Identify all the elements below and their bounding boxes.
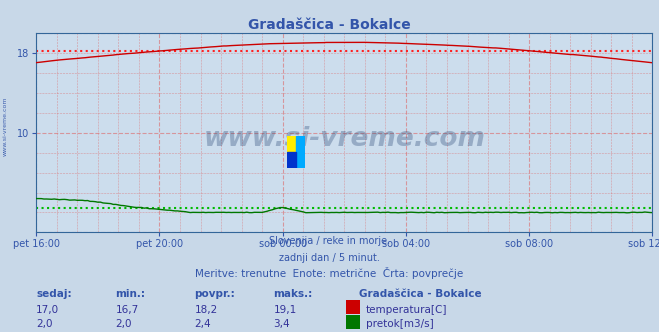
Text: 3,4: 3,4 (273, 319, 290, 329)
Text: zadnji dan / 5 minut.: zadnji dan / 5 minut. (279, 253, 380, 263)
Text: temperatura[C]: temperatura[C] (366, 305, 447, 315)
Text: www.si-vreme.com: www.si-vreme.com (3, 96, 8, 156)
Text: 16,7: 16,7 (115, 305, 138, 315)
Bar (287, 136, 296, 168)
Text: pretok[m3/s]: pretok[m3/s] (366, 319, 434, 329)
Text: 2,0: 2,0 (115, 319, 132, 329)
Text: 17,0: 17,0 (36, 305, 59, 315)
Text: 18,2: 18,2 (194, 305, 217, 315)
Text: Gradaščica - Bokalce: Gradaščica - Bokalce (359, 289, 482, 299)
Text: sedaj:: sedaj: (36, 289, 72, 299)
Text: Slovenija / reke in morje.: Slovenija / reke in morje. (269, 236, 390, 246)
Text: Meritve: trenutne  Enote: metrične  Črta: povprečje: Meritve: trenutne Enote: metrične Črta: … (195, 267, 464, 279)
Text: 19,1: 19,1 (273, 305, 297, 315)
Bar (287, 152, 296, 168)
Text: 2,4: 2,4 (194, 319, 211, 329)
Text: povpr.:: povpr.: (194, 289, 235, 299)
Text: www.si-vreme.com: www.si-vreme.com (204, 126, 485, 152)
Text: min.:: min.: (115, 289, 146, 299)
Text: maks.:: maks.: (273, 289, 313, 299)
Bar (296, 136, 305, 168)
Text: 2,0: 2,0 (36, 319, 53, 329)
Text: Gradaščica - Bokalce: Gradaščica - Bokalce (248, 18, 411, 32)
